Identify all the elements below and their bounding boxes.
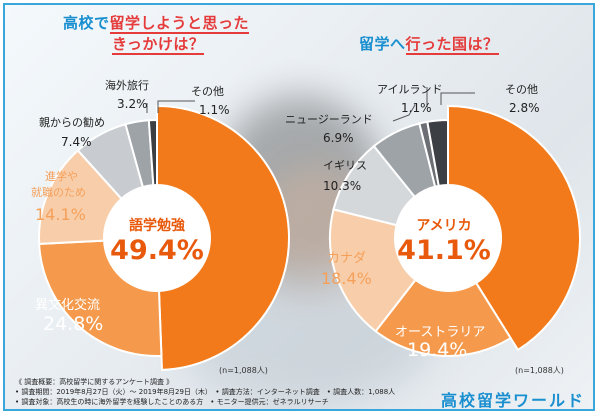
left-chart-title: 高校で留学しようと思った きっかけは？ (63, 13, 250, 55)
right-value-canada: 18.4% (321, 269, 372, 288)
charts-svg (38, 87, 581, 371)
right-title-pre: 留学へ (359, 35, 406, 53)
left-label-travel: 海外旅行 (105, 79, 149, 92)
site-logo: 高校留学ワールド (441, 391, 586, 410)
right-label-canada: カナダ (327, 251, 367, 266)
right-label-australia: オーストラリア (395, 325, 486, 340)
donut-hole (395, 185, 501, 291)
right-center-label: アメリカ (416, 218, 472, 234)
survey-summary-heading: 《 調査概要：高校留学に関するアンケート調査 》 (15, 378, 174, 386)
left-value-travel: 3.2% (117, 97, 148, 111)
left-title-accent-1: 留学しようと思った (109, 14, 250, 34)
right-label-uk: イギリス (323, 159, 367, 172)
donut-chart-countries (329, 104, 581, 357)
right-value-other: 2.8% (509, 101, 540, 115)
left-title-pre: 高校で (63, 14, 110, 32)
right-title-accent: 行った国は？ (405, 35, 499, 55)
right-label-other: その他 (505, 83, 538, 96)
leader-lines (146, 87, 475, 122)
right-sample-note: (n=1,088人) (515, 366, 564, 375)
right-value-australia: 19.4% (407, 339, 468, 361)
right-value-uk: 10.3% (323, 179, 362, 193)
left-value-parents: 7.4% (61, 135, 92, 149)
right-center-value: 41.1% (397, 235, 491, 266)
left-sample-note: (n=1,088人) (219, 366, 268, 375)
right-chart-title: 留学へ行った国は？ (359, 34, 499, 55)
left-label-intercultural: 異文化交流 (35, 298, 101, 313)
right-label-nz: ニュージーランド (285, 113, 373, 126)
donut-hole (104, 185, 210, 291)
leader-line-other-left (157, 100, 195, 113)
infographic-frame: 高校で留学しようと思った きっかけは？ 留学へ行った国は？ 語学勉強 49.4%… (3, 3, 595, 411)
donut-chart-reasons (38, 104, 290, 371)
survey-summary-line-1: • 調査期間：2019年8月27日（火）～ 2019年8月29日（木） • 調査… (15, 388, 396, 396)
left-label-career-1: 進学や (45, 170, 78, 183)
leader-line-other-right (440, 92, 475, 105)
left-center-label: 語学勉強 (129, 218, 185, 234)
left-center-value: 49.4% (110, 235, 204, 266)
left-label-career-2: 就職のため (31, 186, 86, 199)
left-label-other: その他 (191, 85, 224, 98)
leader-line-nz (392, 104, 416, 122)
survey-summary-line-2: • 調査対象：高校生の時に海外留学を経験したことのある方 • モニター提供元：ゼ… (15, 398, 329, 406)
left-title-accent-2: きっかけは？ (112, 35, 205, 55)
right-label-ireland: アイルランド (377, 83, 443, 96)
right-value-nz: 6.9% (323, 131, 354, 145)
left-label-parents: 親からの勧め (39, 116, 105, 129)
right-value-ireland: 1.1% (401, 101, 432, 115)
left-value-other: 1.1% (199, 103, 230, 117)
left-value-career: 14.1% (35, 205, 86, 224)
left-value-intercultural: 24.8% (43, 313, 104, 335)
